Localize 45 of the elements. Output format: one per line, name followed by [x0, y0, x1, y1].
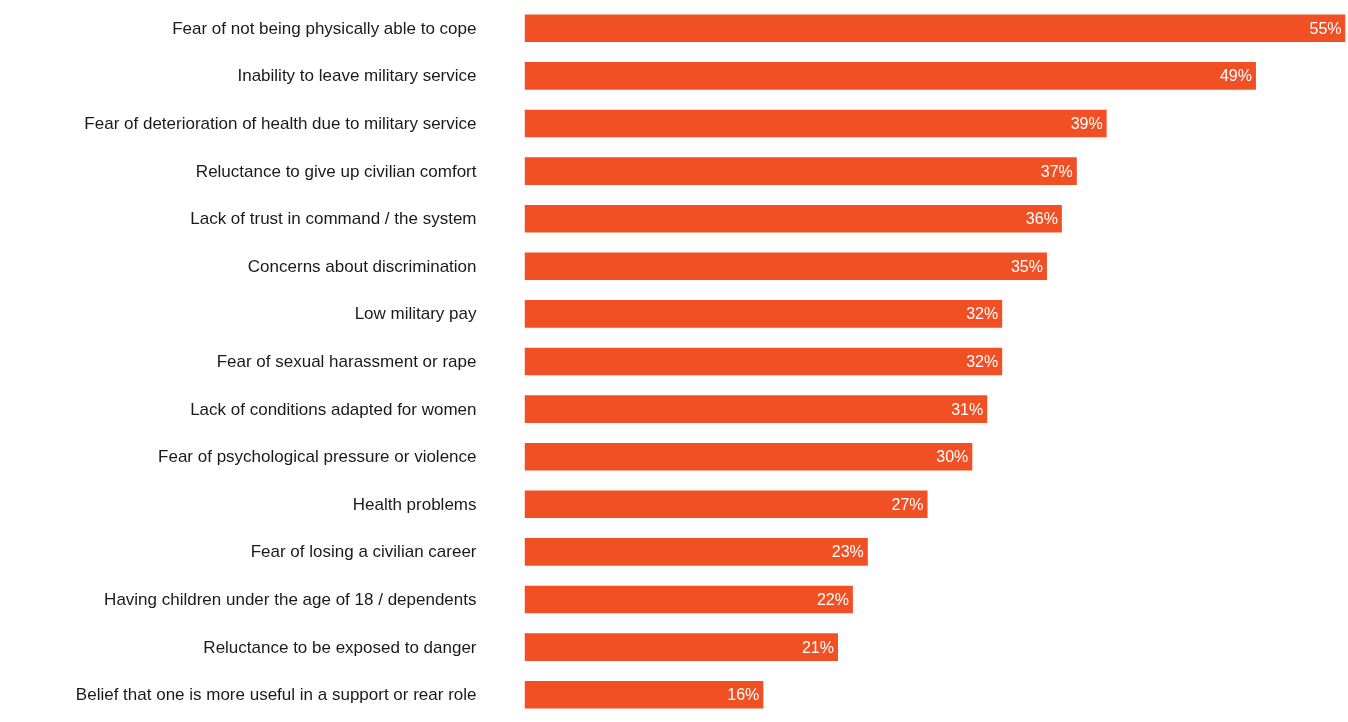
data-label: 16% — [727, 686, 760, 704]
data-label: 23% — [831, 543, 864, 561]
y-tick-label: Fear of losing a civilian career — [250, 542, 477, 562]
y-tick-label: Reluctance to be exposed to danger — [203, 637, 477, 657]
bar — [524, 633, 838, 661]
data-label: 22% — [816, 591, 849, 608]
bar — [524, 109, 1107, 138]
bar — [524, 538, 868, 566]
y-tick-label: Lack of conditions adapted for women — [190, 399, 477, 419]
data-label: 36% — [1025, 210, 1058, 228]
data-label: 21% — [801, 638, 834, 656]
y-tick-label: Fear of psychological pressure or violence — [158, 447, 477, 467]
bar — [524, 62, 1256, 90]
bar — [524, 300, 1003, 328]
data-label: 32% — [966, 353, 999, 370]
bar — [524, 680, 764, 709]
y-tick-label: Fear of deterioration of health due to military service — [84, 114, 477, 133]
y-tick-label: Fear of sexual harassment or rape — [216, 352, 477, 371]
bar — [524, 585, 853, 614]
y-tick-label: Having children under the age of 18 / dependents — [104, 590, 477, 609]
y-tick-label: Health problems — [352, 494, 477, 514]
data-label: 30% — [936, 448, 969, 466]
data-label: 49% — [1219, 67, 1252, 85]
y-tick-label: Concerns about discrimination — [247, 256, 477, 276]
bar — [524, 347, 1003, 376]
data-label: 27% — [891, 495, 924, 513]
bar — [524, 157, 1077, 185]
bar — [524, 204, 1062, 233]
y-tick-label: Fear of not being physically able to cope — [172, 18, 477, 38]
bar — [524, 14, 1346, 43]
bar — [524, 490, 928, 519]
data-label: 35% — [1010, 257, 1043, 275]
y-tick-label: Low military pay — [354, 304, 477, 324]
y-tick-label: Inability to leave military service — [237, 66, 477, 86]
y-tick-label: Lack of trust in command / the system — [190, 209, 477, 229]
y-tick-label: Belief that one is more useful in a support or rear role — [75, 685, 477, 705]
data-label: 32% — [966, 305, 999, 323]
y-tick-label: Reluctance to give up civilian comfort — [195, 161, 477, 181]
data-label: 37% — [1040, 162, 1073, 180]
data-label: 55% — [1309, 19, 1342, 37]
bar — [524, 442, 973, 471]
bar — [524, 395, 988, 423]
data-label: 31% — [951, 400, 984, 418]
data-label: 39% — [1070, 115, 1103, 132]
bar — [524, 252, 1047, 281]
